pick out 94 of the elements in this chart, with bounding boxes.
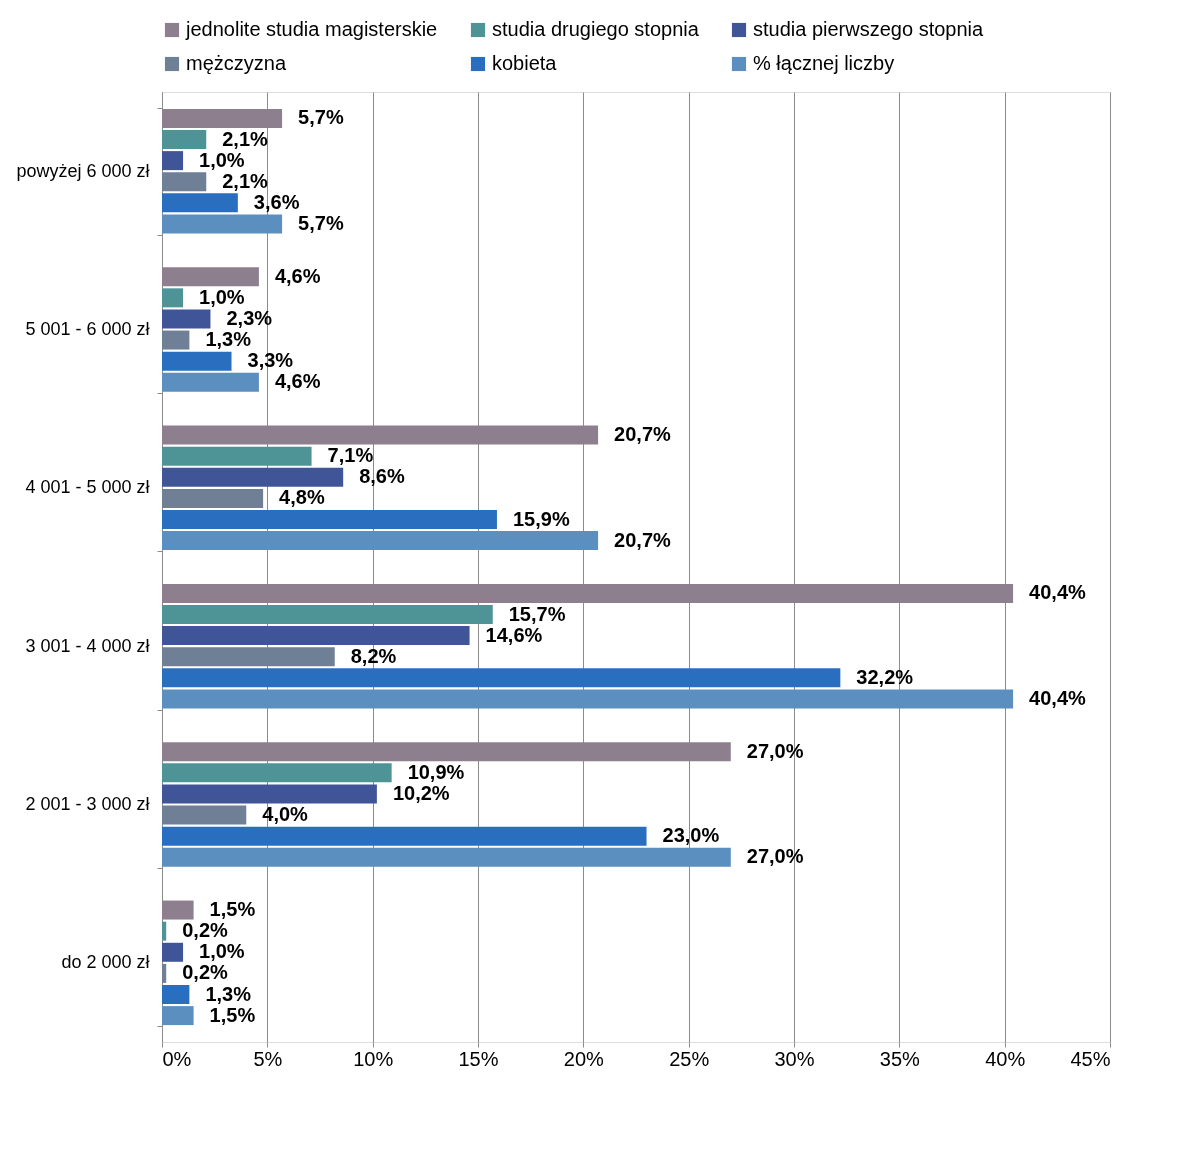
bar [162, 647, 335, 667]
data-label: 10,2% [392, 781, 450, 804]
bar [162, 826, 647, 846]
data-label: 1,3% [205, 982, 252, 1005]
x-tick-label: 15% [458, 1047, 499, 1070]
bar [162, 605, 493, 624]
x-tick-label: 10% [353, 1047, 394, 1070]
data-label: 20,7% [614, 528, 672, 551]
bar [162, 425, 599, 445]
y-tick-label: 3 001 - 4 000 zł [25, 635, 150, 656]
bar [162, 446, 312, 466]
data-label: 4,0% [262, 803, 309, 826]
bar [162, 309, 211, 329]
data-label: 20,7% [614, 423, 672, 446]
bar [162, 689, 1014, 709]
data-label: 10,9% [407, 760, 465, 783]
data-label: 14,6% [485, 623, 543, 646]
data-label: 2,1% [222, 169, 269, 192]
legend-label: % łącznej liczby [753, 52, 895, 74]
x-tick-label: 20% [563, 1047, 605, 1070]
data-label: 40,4% [1029, 581, 1087, 604]
bar [162, 267, 259, 287]
data-label: 5,7% [298, 211, 344, 234]
bar [162, 214, 283, 234]
bar [162, 351, 232, 371]
data-label: 1,0% [199, 285, 245, 308]
bar [162, 742, 731, 762]
bar [162, 583, 1014, 603]
data-label: 32,2% [856, 665, 914, 688]
bar [162, 151, 184, 171]
data-label: 27,0% [746, 845, 804, 868]
bar [162, 963, 167, 983]
data-label: 1,3% [205, 328, 252, 351]
data-label: 1,5% [209, 1003, 256, 1026]
y-tick-label: 4 001 - 5 000 zł [25, 477, 150, 498]
data-label: 27,0% [746, 739, 804, 762]
x-tick-label: 45% [1070, 1047, 1111, 1070]
data-label: 3,6% [253, 190, 300, 213]
data-label: 0,2% [182, 919, 229, 942]
data-label: 5,7% [298, 106, 344, 129]
bar [162, 847, 731, 867]
data-label: 2,1% [222, 127, 269, 150]
data-label: 15,7% [508, 602, 566, 625]
legend-label: kobieta [492, 52, 558, 74]
bar [162, 921, 167, 941]
bar [162, 942, 184, 962]
data-label: 4,6% [274, 264, 321, 287]
data-label: 3,3% [247, 349, 294, 372]
data-label: 4,6% [274, 370, 321, 393]
bar [162, 372, 259, 392]
data-label: 4,8% [279, 486, 325, 509]
legend-label: studia drugiego stopnia [492, 18, 700, 40]
y-tick-label: 5 001 - 6 000 zł [25, 319, 150, 339]
y-tick-label: do 2 000 zł [61, 952, 150, 973]
data-label: 40,4% [1029, 686, 1087, 709]
x-tick-label: 0% [162, 1047, 192, 1070]
y-tick-label: 2 001 - 3 000 zł [25, 794, 150, 814]
bar [162, 130, 207, 149]
bar [162, 488, 264, 508]
bar [162, 784, 377, 804]
data-label: 23,0% [662, 824, 720, 847]
data-label: 1,0% [199, 940, 245, 963]
data-label: 0,2% [182, 961, 229, 984]
x-tick-label: 40% [985, 1047, 1026, 1070]
legend-label: studia pierwszego stopnia [753, 18, 985, 40]
data-label: 2,3% [226, 306, 273, 329]
data-label: 7,1% [327, 444, 374, 467]
bar [162, 668, 841, 688]
legend-label: jednolite studia magisterskie [185, 18, 438, 40]
x-tick-label: 5% [253, 1047, 283, 1070]
data-label: 1,5% [209, 898, 256, 921]
data-label: 8,2% [350, 644, 397, 667]
bar [162, 172, 207, 192]
bar [162, 763, 392, 783]
bar [162, 626, 470, 646]
bar [162, 193, 238, 213]
x-tick-label: 30% [774, 1047, 815, 1070]
data-label: 8,6% [359, 465, 405, 488]
bar [162, 330, 190, 350]
legend-label: mężczyzna [186, 52, 287, 74]
bar [162, 288, 184, 308]
data-label: 1,0% [199, 148, 245, 171]
bar [162, 1006, 194, 1026]
bar [162, 467, 344, 487]
bar [162, 985, 190, 1004]
bar [162, 805, 247, 825]
bar [162, 531, 599, 551]
data-label: 15,9% [512, 507, 570, 530]
y-tick-label: powyżej 6 000 zł [16, 160, 150, 181]
bar [162, 900, 194, 920]
bar [162, 108, 283, 128]
bar [162, 510, 497, 529]
x-tick-label: 35% [879, 1047, 921, 1070]
x-tick-label: 25% [669, 1047, 710, 1070]
